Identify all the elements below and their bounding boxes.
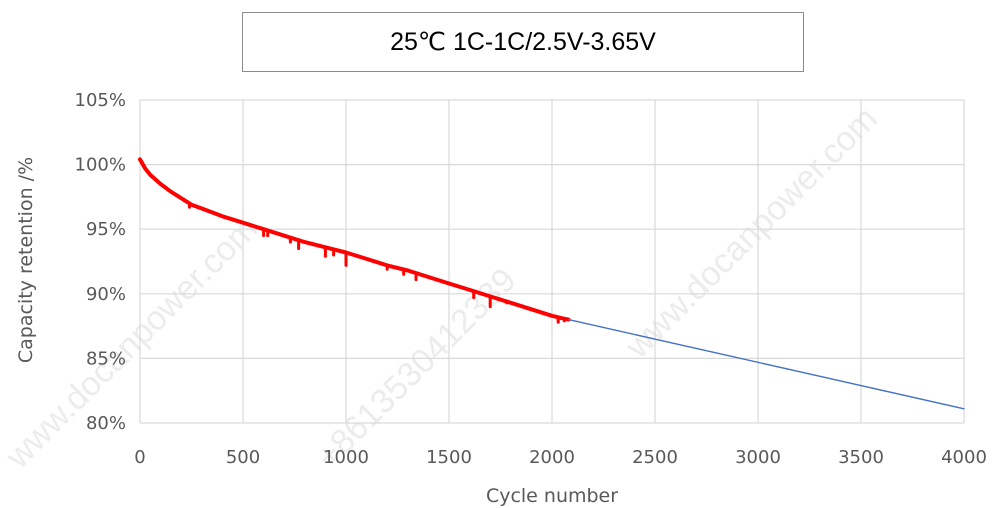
x-tick-label: 1500: [426, 447, 472, 468]
chart-title: 25℃ 1C-1C/2.5V-3.65V: [390, 27, 656, 57]
y-tick-label: 85%: [86, 348, 126, 369]
x-tick-label: 3000: [735, 447, 781, 468]
y-tick-label: 95%: [86, 219, 126, 240]
x-tick-label: 1000: [323, 447, 369, 468]
y-tick-label: 90%: [86, 284, 126, 305]
x-tick-label: 2000: [529, 447, 575, 468]
projected-series-line: [569, 320, 965, 409]
watermark-middle: +8613530412339: [309, 261, 524, 476]
x-tick-label: 2500: [632, 447, 678, 468]
y-tick-label: 105%: [75, 90, 126, 111]
x-tick-label: 3500: [838, 447, 884, 468]
watermark-right: www.docanpower.com: [618, 100, 885, 367]
y-axis-label: Capacity retention /%: [15, 157, 37, 363]
watermark-left: www.docanpower.com: [0, 210, 265, 477]
x-tick-label: 500: [226, 447, 260, 468]
y-tick-label: 100%: [75, 155, 126, 176]
chart-title-box: 25℃ 1C-1C/2.5V-3.65V: [242, 12, 804, 72]
watermark-layer: www.docanpower.com +8613530412339 www.do…: [0, 100, 885, 477]
x-axis-label: Cycle number: [486, 485, 618, 507]
x-tick-label: 4000: [941, 447, 987, 468]
x-tick-label: 0: [134, 447, 145, 468]
y-tick-label: 80%: [86, 413, 126, 434]
